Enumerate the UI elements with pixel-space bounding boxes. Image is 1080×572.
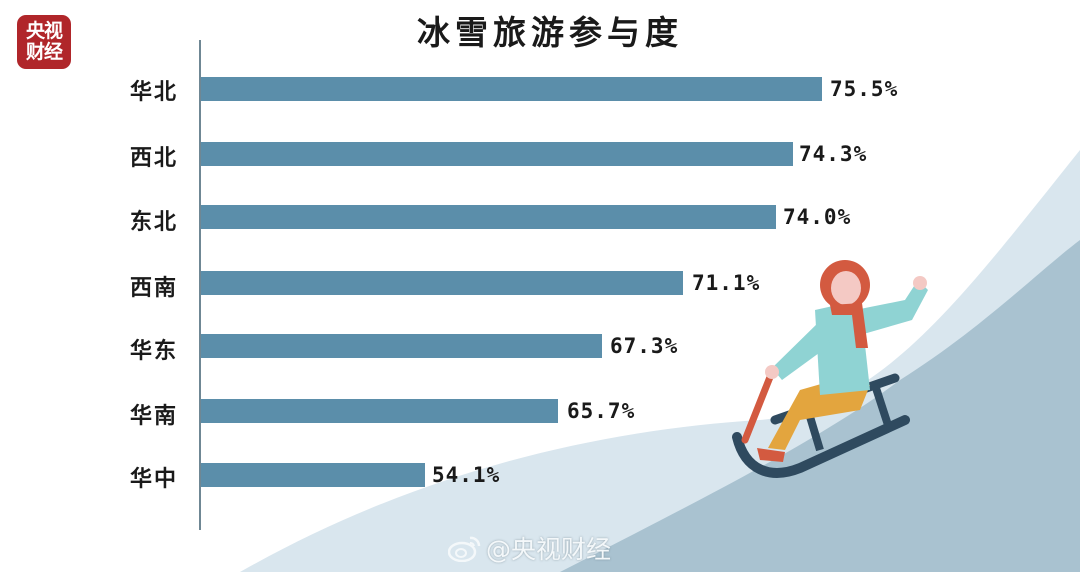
bar xyxy=(201,463,425,487)
bar xyxy=(201,205,776,229)
weibo-icon xyxy=(448,536,481,562)
bar xyxy=(201,271,683,295)
category-label: 华东 xyxy=(130,339,179,364)
watermark-text: @央视财经 xyxy=(486,535,612,564)
value-label: 75.5% xyxy=(830,77,899,101)
bar xyxy=(201,142,793,166)
category-label: 西北 xyxy=(130,146,179,171)
value-label: 71.1% xyxy=(692,271,761,295)
logo-text: 央视财经 xyxy=(25,20,63,63)
value-label: 74.0% xyxy=(783,205,852,229)
value-label: 67.3% xyxy=(610,334,679,358)
weibo-watermark: @央视财经 xyxy=(448,530,611,566)
bar xyxy=(201,77,822,101)
chart-title: 冰雪旅游参与度 xyxy=(417,13,683,52)
y-axis-line xyxy=(199,40,201,530)
value-label: 74.3% xyxy=(799,142,868,166)
value-label: 65.7% xyxy=(567,399,636,423)
category-label: 东北 xyxy=(130,210,179,235)
category-label: 华北 xyxy=(130,80,179,105)
bar xyxy=(201,399,558,423)
value-label: 54.1% xyxy=(432,463,501,487)
bar xyxy=(201,334,602,358)
category-label: 华中 xyxy=(130,467,179,492)
category-label: 华南 xyxy=(130,404,179,429)
sledding-child-illustration xyxy=(732,260,928,478)
cctv-finance-logo: 央视财经 xyxy=(17,15,71,69)
category-label: 西南 xyxy=(130,276,179,301)
